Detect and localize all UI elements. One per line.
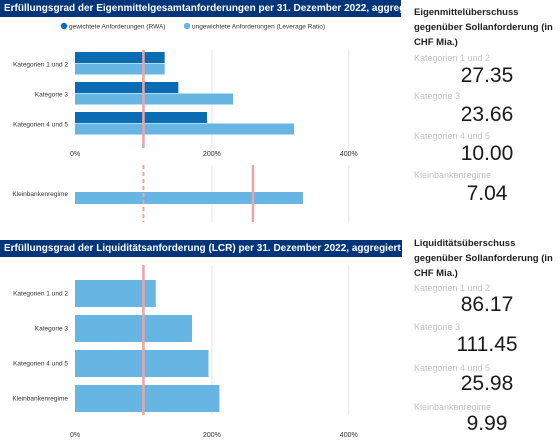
- capital-kpi-label-2: Kategorie 3: [414, 91, 461, 101]
- liquidity-surplus-title: Liquiditätsüberschuss gegenüber Sollanfo…: [414, 238, 553, 279]
- liquidity-tick-label-1: 200%: [203, 432, 221, 439]
- liquidity-bar-3: [75, 385, 220, 412]
- liquidity-kpi-label-1: Kategorien 1 und 2: [414, 283, 491, 293]
- capital-tick-label-0: 0%: [70, 151, 80, 158]
- legend-label-leverage: ungewichtete Anforderungen (Leverage Rat…: [192, 24, 325, 31]
- legend-label-rwa: gewichtete Anforderungen (RWA): [69, 24, 165, 31]
- bottom-panel-title: Erfüllungsgrad der Liquiditätsanforderun…: [0, 240, 402, 257]
- capital-bar-2-1: [75, 123, 295, 135]
- capital-surplus-title: Eigenmittelüberschuss gegenüber Sollanfo…: [414, 7, 553, 48]
- liquidity-kpi-label-2: Kategorie 3: [414, 322, 461, 332]
- top-panel-title: Erfüllungsgrad der Eigenmittelgesamtanfo…: [0, 0, 421, 17]
- liquidity-bar-1: [75, 315, 193, 342]
- liquidity-kpi-value-3: 25.98: [460, 372, 514, 395]
- capital-bar-0-1: [75, 63, 165, 75]
- capital-category-label-0: Kategorien 1 und 2: [13, 62, 68, 69]
- capital-category-label-2: Kategorien 4 und 5: [13, 122, 68, 129]
- capital-bar-0-0: [75, 52, 165, 63]
- liquidity-kpi-label-4: Kleinbankenregime: [414, 402, 492, 412]
- liquidity-kpi-value-2: 111.45: [456, 333, 518, 356]
- liquidity-tick-label-2: 400%: [340, 432, 358, 439]
- liquidity-category-label-2: Kategorien 4 und 5: [13, 361, 68, 368]
- smallbank-bar: [75, 192, 303, 204]
- capital-bar-1-0: [75, 82, 179, 93]
- liquidity-chart: Kategorien 1 und 2 Kategorie 3 Kategorien …: [12, 265, 358, 439]
- capital-kpi-label-4: Kleinbankenregime: [414, 170, 492, 180]
- liquidity-category-label-3: Kleinbankenregime: [12, 396, 68, 403]
- liquidity-category-label-1: Kategorie 3: [35, 326, 69, 333]
- liquidity-kpi-value-4: 9.99: [466, 412, 508, 435]
- capital-kpi-value-1: 27.35: [460, 64, 514, 87]
- capital-kpi-label-1: Kategorien 1 und 2: [414, 53, 491, 63]
- legend-marker-leverage: [183, 22, 191, 30]
- liquidity-kpi-label-3: Kategorien 4 und 5: [414, 363, 491, 373]
- capital-bar-2-0: [75, 112, 208, 123]
- liquidity-kpi-value-1: 86.17: [460, 293, 514, 316]
- capital-tick-label-2: 400%: [340, 151, 358, 158]
- capital-kpi-label-3: Kategorien 4 und 5: [414, 131, 491, 141]
- liquidity-bar-2: [75, 350, 209, 377]
- smallbank-category-label: Kleinbankenregime: [12, 191, 68, 198]
- capital-bar-1-1: [75, 93, 234, 105]
- legend-marker-rwa: [60, 22, 68, 30]
- capital-tick-label-1: 200%: [203, 151, 221, 158]
- capital-kpi-value-3: 10.00: [460, 142, 514, 165]
- capital-category-label-1: Kategorie 3: [35, 92, 69, 99]
- liquidity-category-label-0: Kategorien 1 und 2: [13, 291, 68, 298]
- capital-kpi-value-2: 23.66: [460, 103, 514, 126]
- liquidity-tick-label-0: 0%: [70, 432, 80, 439]
- capital-chart: gewichtete Anforderungen (RWA) ungewichte…: [12, 22, 358, 222]
- capital-kpi-value-4: 7.04: [466, 182, 508, 205]
